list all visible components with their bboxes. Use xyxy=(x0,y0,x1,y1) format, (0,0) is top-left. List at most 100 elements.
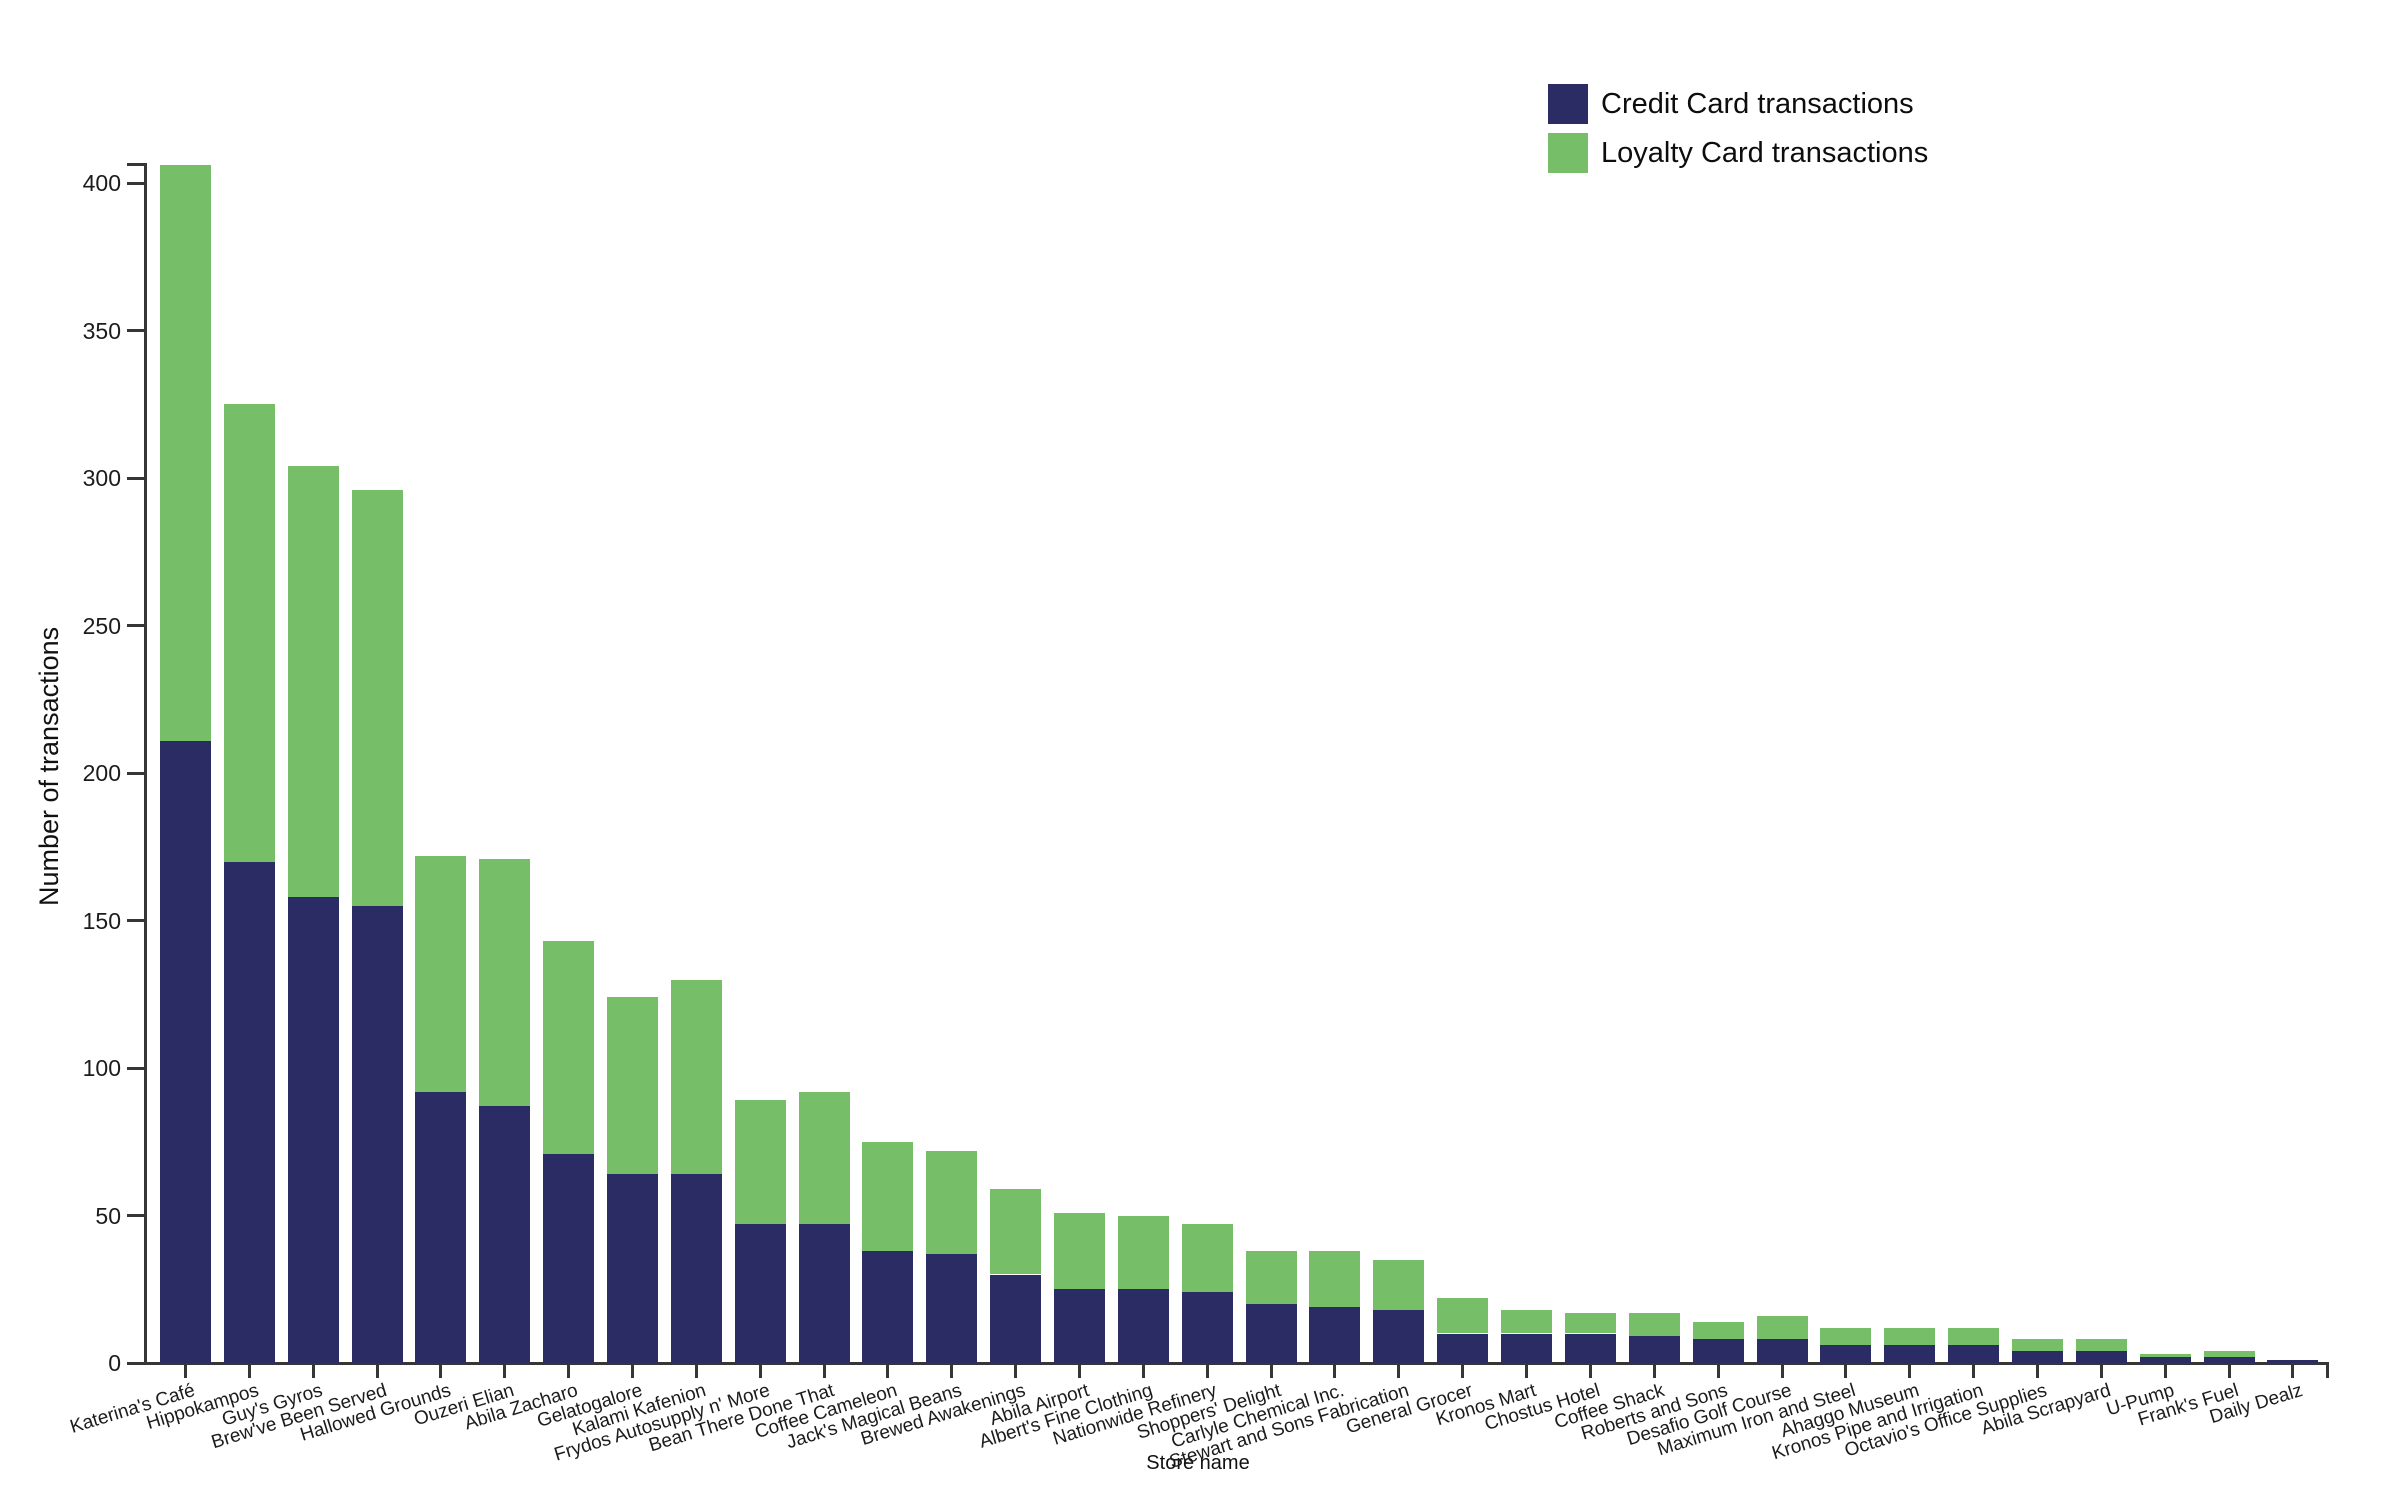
x-tick xyxy=(2163,1364,2167,1378)
loyalty-card-swatch-icon xyxy=(1548,133,1588,173)
y-tick xyxy=(127,1361,144,1365)
x-tick xyxy=(822,1364,826,1378)
bar-segment-credit xyxy=(1309,1306,1361,1363)
y-tick xyxy=(127,919,144,922)
bar-segment-credit xyxy=(287,896,339,1363)
y-tick xyxy=(127,1066,144,1070)
bar-segment-loyalty xyxy=(223,404,275,862)
bar-segment-credit xyxy=(1181,1292,1233,1363)
x-tick xyxy=(1780,1364,1784,1378)
bar-segment-loyalty xyxy=(1692,1321,1744,1340)
bar-segment-credit xyxy=(351,905,403,1363)
bar-segment-credit xyxy=(670,1174,722,1363)
bar-segment-loyalty xyxy=(1820,1327,1872,1346)
y-axis-endcap-tick xyxy=(127,163,144,166)
x-tick xyxy=(1844,1364,1848,1378)
x-axis-title: Store name xyxy=(1146,1452,1250,1474)
bar-segment-loyalty xyxy=(2011,1339,2063,1352)
credit-card-swatch-icon xyxy=(1548,84,1588,124)
bar-segment-loyalty xyxy=(670,979,722,1175)
bar-segment-loyalty xyxy=(734,1100,786,1225)
bar-segment-loyalty xyxy=(1054,1212,1106,1290)
bar-segment-credit xyxy=(1820,1345,1872,1363)
bar-segment-credit xyxy=(607,1174,659,1363)
bar-segment-credit xyxy=(2203,1357,2255,1363)
bar-segment-credit xyxy=(990,1274,1042,1363)
y-tick-label: 300 xyxy=(82,465,121,491)
y-tick xyxy=(127,181,144,185)
x-tick xyxy=(567,1364,571,1378)
y-axis-line xyxy=(144,163,147,1365)
bar-segment-loyalty xyxy=(1564,1312,1616,1334)
x-tick xyxy=(1716,1364,1720,1378)
bar-segment-credit xyxy=(2011,1351,2063,1363)
bar-segment-loyalty xyxy=(1373,1259,1425,1310)
bar-segment-loyalty xyxy=(1756,1315,1808,1340)
bar-segment-credit xyxy=(543,1153,595,1363)
legend: Credit Card transactions Loyalty Card tr… xyxy=(1548,84,1928,182)
x-tick xyxy=(1588,1364,1592,1378)
bar-segment-credit xyxy=(415,1091,467,1363)
bar-segment-credit xyxy=(223,861,275,1363)
bar-segment-credit xyxy=(798,1224,850,1363)
x-tick xyxy=(2035,1364,2039,1378)
y-tick-label: 400 xyxy=(82,170,121,196)
bar-segment-credit xyxy=(1628,1336,1680,1363)
legend-entry-credit-card: Credit Card transactions xyxy=(1548,84,1928,124)
x-tick xyxy=(1972,1364,1976,1378)
bar-segment-credit xyxy=(926,1253,978,1363)
bar-segment-credit xyxy=(2075,1351,2127,1363)
bar-segment-credit xyxy=(1501,1333,1553,1363)
bar-segment-loyalty xyxy=(543,941,595,1154)
bar-segment-credit xyxy=(479,1106,531,1363)
x-tick xyxy=(1908,1364,1912,1378)
bar-segment-loyalty xyxy=(607,997,659,1175)
y-tick-label: 50 xyxy=(95,1202,121,1229)
x-tick xyxy=(2291,1364,2295,1378)
x-tick xyxy=(375,1364,379,1378)
x-tick xyxy=(1525,1364,1529,1378)
bar-segment-credit xyxy=(734,1224,786,1363)
bar-segment-credit xyxy=(862,1250,914,1363)
y-tick-label: 250 xyxy=(82,612,121,639)
y-tick xyxy=(127,624,144,627)
bar-segment-credit xyxy=(1373,1309,1425,1363)
x-tick xyxy=(2227,1364,2231,1378)
bar-segment-loyalty xyxy=(2139,1354,2191,1358)
bar-segment-credit xyxy=(1437,1333,1489,1363)
bar-segment-loyalty xyxy=(926,1150,978,1254)
x-tick xyxy=(311,1364,315,1378)
bar-segment-loyalty xyxy=(1501,1309,1553,1334)
bar-segment-loyalty xyxy=(2203,1351,2255,1358)
bar-segment-credit xyxy=(2267,1360,2319,1363)
x-tick xyxy=(184,1364,187,1378)
bar-segment-loyalty xyxy=(287,466,339,897)
bar-segment-loyalty xyxy=(1245,1250,1297,1304)
x-tick xyxy=(950,1364,954,1378)
y-tick xyxy=(127,476,144,480)
y-tick xyxy=(127,771,144,775)
y-tick-label: 0 xyxy=(108,1350,121,1376)
x-tick xyxy=(631,1364,635,1378)
bar-segment-loyalty xyxy=(1948,1327,2000,1346)
bar-segment-credit xyxy=(1564,1333,1616,1363)
bar-segment-credit xyxy=(1692,1339,1744,1363)
bar-segment-loyalty xyxy=(160,165,211,741)
x-tick xyxy=(439,1364,443,1378)
x-tick xyxy=(1461,1364,1465,1378)
bar-segment-credit xyxy=(1756,1339,1808,1363)
bar-segment-loyalty xyxy=(1181,1224,1233,1293)
bar-segment-loyalty xyxy=(1309,1250,1361,1307)
x-tick xyxy=(1269,1364,1273,1378)
y-tick-label: 350 xyxy=(82,317,121,344)
bar-segment-credit xyxy=(1117,1289,1169,1363)
x-tick xyxy=(886,1364,890,1378)
x-axis-endcap-tick xyxy=(2326,1364,2329,1378)
bar-segment-loyalty xyxy=(479,858,531,1107)
bar-segment-loyalty xyxy=(1437,1298,1489,1334)
bar-segment-credit xyxy=(160,740,211,1363)
x-tick xyxy=(694,1364,698,1378)
bar-segment-loyalty xyxy=(990,1188,1042,1275)
bar-segment-loyalty xyxy=(862,1141,914,1251)
x-tick xyxy=(1141,1364,1145,1378)
